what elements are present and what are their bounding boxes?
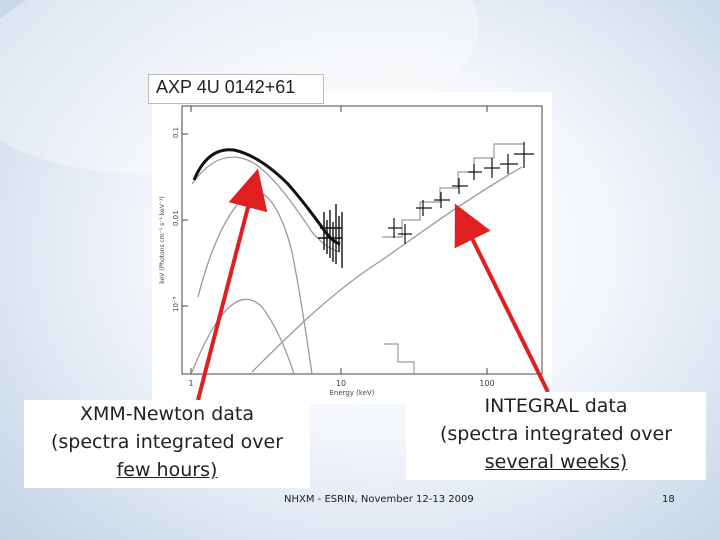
arrow-xmm: [196, 168, 268, 401]
xmm-noisy-tail: [318, 204, 343, 268]
x-ticks: [190, 106, 488, 374]
model-component-bb2: [197, 190, 313, 375]
callout-xmm-line2: (spectra integrated over: [50, 431, 284, 453]
model-component-bb1: [191, 156, 341, 253]
x-tick-1: 1: [188, 379, 193, 388]
slide-footer: NHXM - ESRIN, November 12-13 2009: [284, 494, 474, 505]
x-tick-10: 10: [336, 379, 346, 388]
x-axis-label: Energy (keV): [329, 389, 374, 397]
x-tick-100: 100: [479, 379, 494, 388]
y-tick-0-1: 0.1: [172, 127, 180, 138]
y-axis-label: keV (Photons cm⁻² s⁻¹ keV⁻¹): [159, 196, 166, 283]
callout-integral: INTEGRAL data (spectra integrated over s…: [406, 392, 706, 480]
integral-data-points: [388, 142, 534, 244]
slide-title: AXP 4U 0142+61: [156, 77, 296, 97]
arrow-integral: [454, 203, 550, 393]
callout-integral-line3: several weeks): [484, 451, 628, 473]
model-component-bb3: [191, 298, 295, 375]
model-steps-lower: [384, 343, 415, 374]
y-tick-0-01: 0.01: [172, 210, 180, 226]
plot-axes: [181, 105, 543, 375]
callout-xmm-line3: few hours): [116, 459, 218, 481]
xmm-data-curve: [192, 148, 341, 246]
model-component-powerlaw: [251, 166, 523, 373]
callout-integral-line2: (spectra integrated over: [439, 423, 673, 445]
callout-xmm-newton: XMM-Newton data (spectra integrated over…: [24, 400, 310, 488]
callout-xmm-line1: XMM-Newton data: [79, 403, 255, 425]
page-number: 18: [662, 494, 675, 505]
model-steps-integral: [382, 143, 524, 238]
y-ticks: [182, 133, 188, 307]
y-tick-1e-3: 10⁻³: [172, 296, 180, 312]
callout-integral-line1: INTEGRAL data: [484, 395, 628, 417]
title-box: [148, 74, 324, 104]
